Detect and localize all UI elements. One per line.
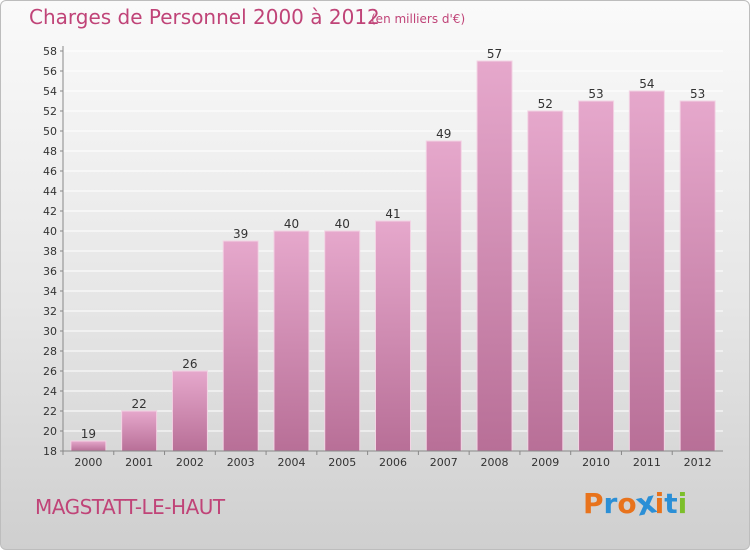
- logo-letter: i: [677, 487, 688, 520]
- bar-2008: [476, 60, 513, 452]
- y-tick-label: 36: [43, 265, 57, 278]
- y-tick-label: 28: [43, 345, 57, 358]
- y-tick-label: 48: [43, 145, 57, 158]
- x-tick-label-2010: 2010: [582, 456, 610, 469]
- data-label-2006: 41: [385, 207, 400, 221]
- bar-2000: [70, 440, 107, 452]
- y-tick-label: 22: [43, 405, 57, 418]
- logo-letter: o: [617, 487, 637, 520]
- y-tick-label: 38: [43, 245, 57, 258]
- x-tick-label-2002: 2002: [176, 456, 204, 469]
- y-tick-label: 50: [43, 125, 57, 138]
- data-label-2001: 22: [132, 397, 147, 411]
- logo-letter: P: [583, 487, 604, 520]
- y-tick-label: 42: [43, 205, 57, 218]
- y-tick-label: 56: [43, 65, 57, 78]
- data-label-2008: 57: [487, 47, 502, 61]
- y-tick-label: 54: [43, 85, 57, 98]
- y-tick-label: 44: [43, 185, 57, 198]
- x-tick-label-2009: 2009: [531, 456, 559, 469]
- y-tick-label: 32: [43, 305, 57, 318]
- chart-title: Charges de Personnel 2000 à 2012: [29, 5, 380, 29]
- logo-letter: r: [603, 487, 618, 520]
- x-tick-label-2007: 2007: [430, 456, 458, 469]
- bar-2004: [273, 230, 310, 452]
- bars: [70, 60, 716, 452]
- y-tick-label: 30: [43, 325, 57, 338]
- y-tick-label: 40: [43, 225, 57, 238]
- y-tick-label: 34: [43, 285, 57, 298]
- bar-2009: [527, 110, 564, 452]
- labels: 18 20 22 24 26 28 30 32 34 36 38 40 42 44 46 48 50 52 54 56…: [43, 45, 712, 469]
- data-label-2003: 39: [233, 227, 248, 241]
- y-tick-label: 24: [43, 385, 57, 398]
- data-label-2007: 49: [436, 127, 451, 141]
- x-tick-label-2005: 2005: [328, 456, 356, 469]
- x-tick-label-2008: 2008: [481, 456, 509, 469]
- y-tick-label: 20: [43, 425, 57, 438]
- logo-letter: t: [664, 487, 678, 520]
- data-label-2010: 53: [588, 87, 603, 101]
- y-tick-label: 18: [43, 445, 57, 458]
- y-tick-label: 46: [43, 165, 57, 178]
- data-label-2004: 40: [284, 217, 299, 231]
- x-tick-label-2003: 2003: [227, 456, 255, 469]
- chart-subtitle: (en milliers d'€): [371, 12, 466, 26]
- data-label-2002: 26: [182, 357, 197, 371]
- x-tick-label-2006: 2006: [379, 456, 407, 469]
- x-tick-label-2000: 2000: [74, 456, 102, 469]
- y-tick-label: 52: [43, 105, 57, 118]
- x-tick-label-2012: 2012: [684, 456, 712, 469]
- bar-2010: [578, 100, 615, 452]
- axes: [60, 46, 723, 455]
- bar-2002: [171, 370, 208, 452]
- logo-letter: i: [654, 487, 665, 520]
- bar-2005: [324, 230, 361, 452]
- data-label-2009: 52: [538, 97, 553, 111]
- data-label-2000: 19: [81, 427, 96, 441]
- y-tick-label: 58: [43, 45, 57, 58]
- x-tick-label-2001: 2001: [125, 456, 153, 469]
- x-tick-label-2004: 2004: [277, 456, 305, 469]
- commune-name: MAGSTATT-LE-HAUT: [35, 495, 225, 519]
- data-label-2012: 53: [690, 87, 705, 101]
- bar-2006: [375, 220, 411, 452]
- data-label-2005: 40: [335, 217, 350, 231]
- x-tick-label-2011: 2011: [633, 456, 661, 469]
- bar-2001: [121, 410, 158, 452]
- data-label-2011: 54: [639, 77, 654, 91]
- y-tick-label: 26: [43, 365, 57, 378]
- bar-2003: [222, 240, 259, 452]
- proxiti-logo: Proxiti: [583, 484, 688, 524]
- bar-2007: [425, 140, 462, 452]
- bar-2011: [628, 90, 665, 452]
- bar-2012: [679, 100, 716, 452]
